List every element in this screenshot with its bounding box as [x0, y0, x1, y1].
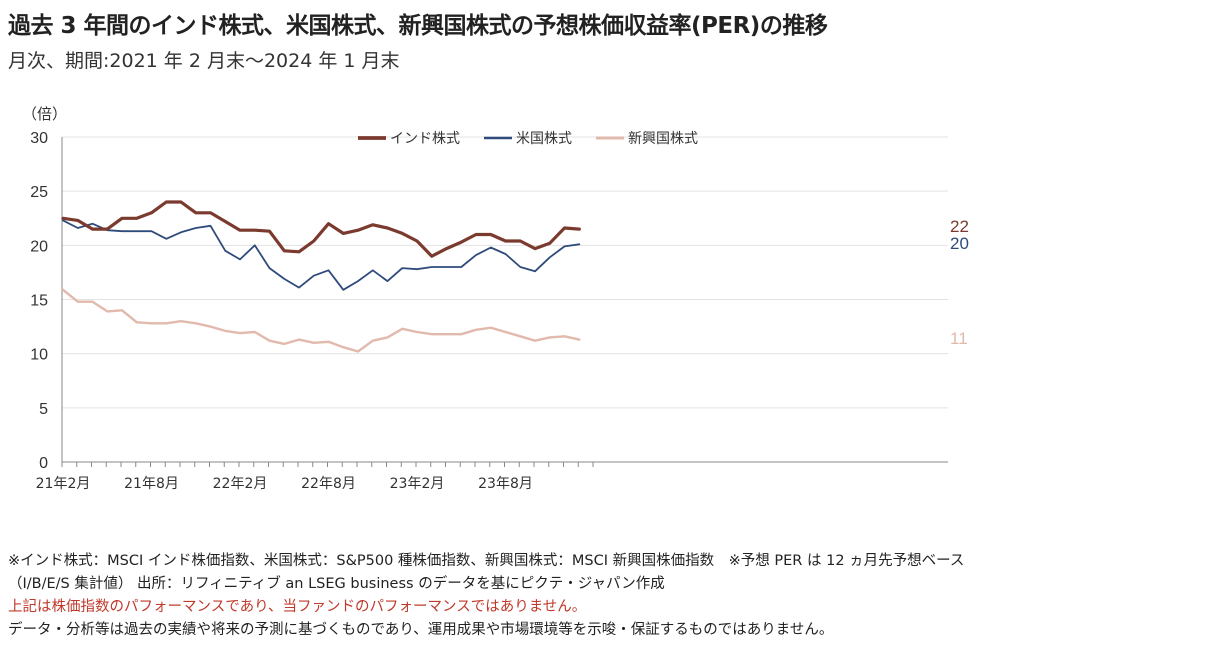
- legend-label-2: 米国株式: [516, 131, 572, 147]
- chart-subtitle: 月次、期間:2021 年 2 月末～2024 年 1 月末: [8, 50, 400, 72]
- end-label-1: 22: [950, 217, 969, 236]
- footnote-ibes: （I/B/E/S 集計値） 出所：リフィニティブ an LSEG busines…: [8, 576, 665, 592]
- y-axis-unit: （倍）: [22, 105, 67, 123]
- x-tick-label: 23年8月: [478, 476, 533, 492]
- y-tick-label: 20: [30, 238, 48, 255]
- y-tick-label: 0: [39, 455, 48, 472]
- gridlines: [62, 136, 948, 409]
- legend: インド株式 米国株式 新興国株式: [358, 131, 698, 147]
- x-tick-label: 22年8月: [301, 476, 356, 492]
- x-tick-label: 21年2月: [36, 476, 91, 492]
- y-axis: 0 5 10 15 20 25 30 （倍）: [22, 105, 67, 472]
- chart-title: 過去 3 年間のインド株式、米国株式、新興国株式の予想株価収益率(PER)の推移: [8, 13, 828, 39]
- legend-label-3: 新興国株式: [628, 131, 698, 147]
- footnote-disclaimer-red: 上記は株価指数のパフォーマンスであり、当ファンドのパフォーマンスではありません。: [8, 599, 587, 615]
- end-label-3: 11: [950, 329, 968, 348]
- x-tick-label: 21年8月: [124, 476, 179, 492]
- series-lines: [61, 200, 581, 353]
- series-line-3: [61, 288, 581, 353]
- end-label-2: 20: [950, 234, 969, 253]
- y-tick-label: 15: [30, 293, 48, 310]
- y-tick-label: 30: [30, 130, 48, 147]
- y-tick-label: 5: [39, 401, 48, 418]
- series-line-1: [61, 200, 581, 258]
- x-tick-label: 22年2月: [213, 476, 268, 492]
- footnotes: ※インド株式：MSCI インド株価指数、米国株式：S&P500 種株価指数、新興…: [8, 550, 964, 642]
- footnote-sources: ※インド株式：MSCI インド株価指数、米国株式：S&P500 種株価指数、新興…: [8, 553, 965, 569]
- x-axis: 21年2月 21年8月 22年2月 22年8月 23年2月 23年8月: [36, 461, 948, 492]
- legend-label-1: インド株式: [390, 131, 460, 147]
- footnote-disclaimer: データ・分析等は過去の実績や将来の予測に基づくものであり、運用成果や市場環境等を…: [8, 622, 834, 638]
- x-tick-label: 23年2月: [390, 476, 445, 492]
- line-chart: 0 5 10 15 20 25 30 （倍） 21年2月 21年8月 22年2月 22年8月 23年2…: [22, 105, 969, 492]
- y-tick-label: 25: [30, 184, 48, 201]
- series-line-2: [62, 219, 581, 291]
- y-tick-label: 10: [30, 347, 48, 364]
